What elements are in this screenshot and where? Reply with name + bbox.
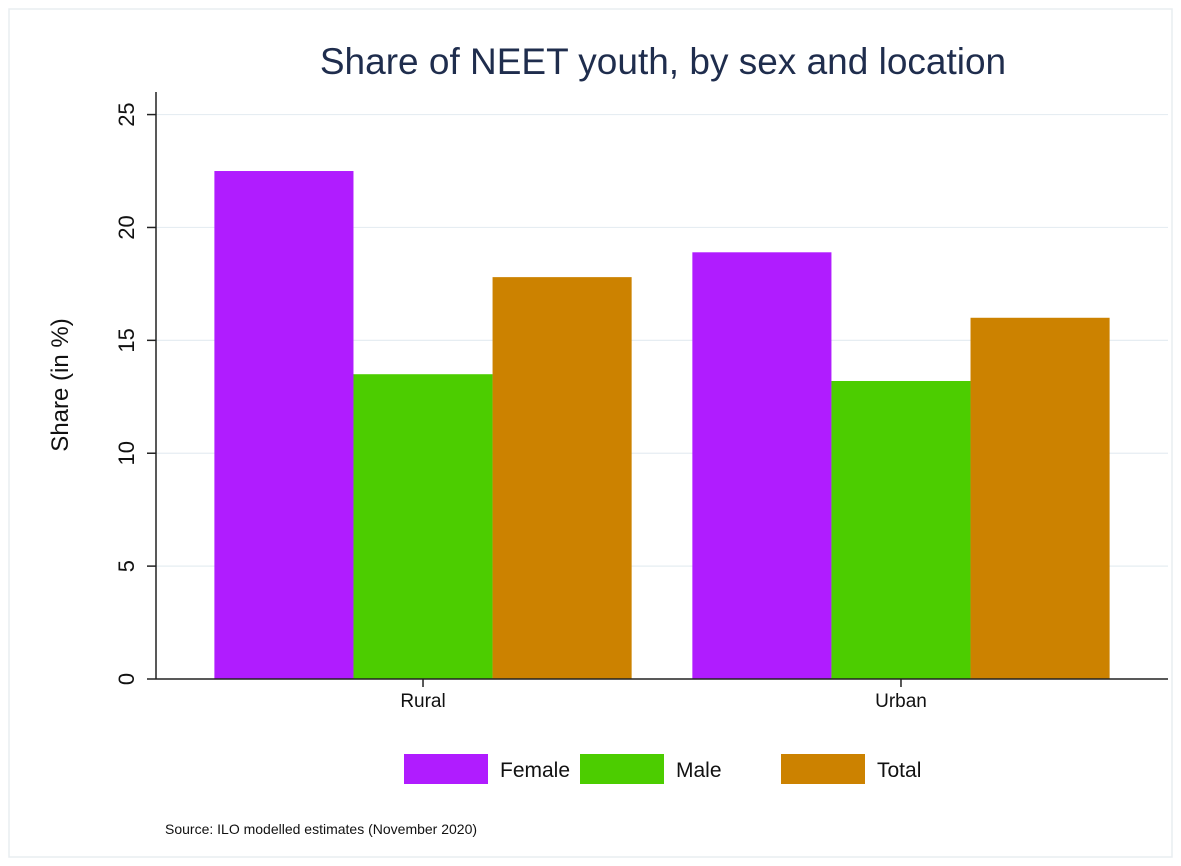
chart-frame bbox=[8, 8, 1173, 858]
y-tick-label: 25 bbox=[114, 102, 139, 126]
x-category-label: Rural bbox=[400, 691, 445, 712]
legend-swatch-male bbox=[580, 754, 664, 784]
legend: Female Male Total bbox=[404, 754, 921, 784]
y-ticks: 0 5 10 15 20 25 bbox=[114, 102, 156, 685]
chart-title: Share of NEET youth, by sex and location bbox=[320, 41, 1006, 82]
y-axis-label: Share (in %) bbox=[47, 318, 74, 451]
legend-swatch-total bbox=[781, 754, 865, 784]
y-tick-label: 20 bbox=[114, 215, 139, 239]
y-tick-label: 5 bbox=[114, 560, 139, 572]
bar-urban-male bbox=[831, 380, 971, 679]
bars bbox=[214, 171, 1110, 680]
legend-swatch-female bbox=[404, 754, 488, 784]
legend-label-total: Total bbox=[877, 759, 921, 782]
legend-label-male: Male bbox=[676, 759, 722, 782]
bar-rural-total bbox=[492, 277, 632, 679]
bar-urban-total bbox=[970, 317, 1110, 679]
x-category-labels: Rural Urban bbox=[400, 679, 927, 712]
bar-rural-male bbox=[353, 374, 493, 679]
source-note: Source: ILO modelled estimates (November… bbox=[165, 821, 477, 837]
y-tick-label: 15 bbox=[114, 328, 139, 352]
x-category-label: Urban bbox=[875, 691, 927, 712]
bar-urban-female bbox=[692, 252, 832, 680]
legend-label-female: Female bbox=[500, 759, 570, 782]
y-tick-label: 0 bbox=[114, 673, 139, 685]
y-tick-label: 10 bbox=[114, 441, 139, 465]
axes bbox=[155, 92, 1168, 680]
bar-rural-female bbox=[214, 171, 354, 679]
